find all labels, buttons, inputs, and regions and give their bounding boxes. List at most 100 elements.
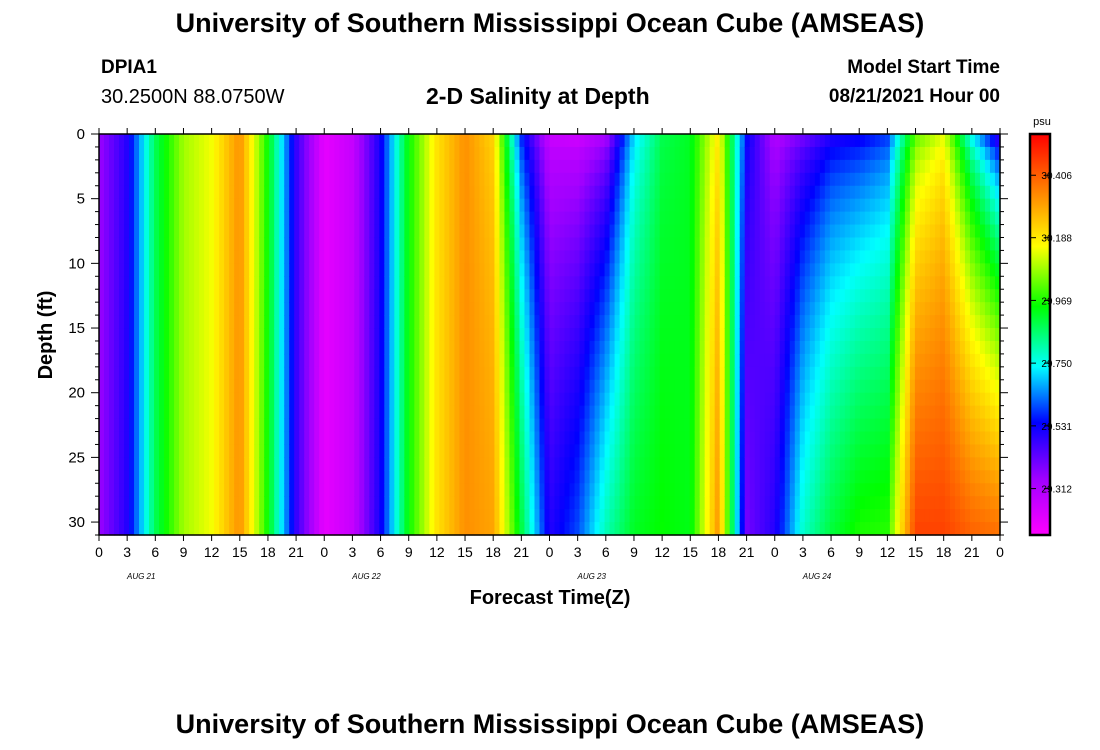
heatmap-cell <box>724 159 731 174</box>
heatmap-cell <box>189 237 195 252</box>
heatmap-cell <box>214 353 220 368</box>
heatmap-cell <box>334 522 340 536</box>
heatmap-cell <box>669 159 676 174</box>
heatmap-cell <box>404 172 410 187</box>
heatmap-cell <box>499 522 506 536</box>
heatmap-cell <box>684 431 691 446</box>
heatmap-cell <box>394 379 400 394</box>
heatmap-cell <box>824 418 831 433</box>
heatmap-cell <box>419 444 425 458</box>
heatmap-cell <box>579 431 586 446</box>
heatmap-cell <box>304 379 310 394</box>
heatmap-cell <box>519 431 526 446</box>
heatmap-cell <box>624 366 631 381</box>
heatmap-cell <box>164 366 170 381</box>
heatmap-cell <box>204 405 210 420</box>
heatmap-cell <box>319 172 325 187</box>
heatmap-cell <box>514 340 521 355</box>
heatmap-cell <box>869 457 876 471</box>
heatmap-cell <box>284 159 290 174</box>
heatmap-cell <box>774 289 781 303</box>
heatmap-cell <box>204 198 210 213</box>
heatmap-cell <box>174 328 180 342</box>
heatmap-cell <box>284 211 290 226</box>
heatmap-cell <box>419 315 425 329</box>
heatmap-cell <box>734 392 741 407</box>
heatmap-cell <box>684 159 691 174</box>
heatmap-cell <box>444 211 450 226</box>
heatmap-cell <box>479 509 486 523</box>
heatmap-cell <box>609 509 616 523</box>
heatmap-cell <box>279 418 285 433</box>
heatmap-cell <box>369 302 375 316</box>
heatmap-cell <box>554 237 561 252</box>
heatmap-cell <box>429 159 435 174</box>
heatmap-cell <box>129 444 135 458</box>
heatmap-cell <box>694 379 701 394</box>
heatmap-cell <box>514 237 521 252</box>
heatmap-cell <box>109 146 115 161</box>
heatmap-cell <box>149 353 155 368</box>
heatmap-cell <box>724 224 731 239</box>
heatmap-cell <box>699 379 706 394</box>
heatmap-cell <box>104 198 110 213</box>
heatmap-cell <box>859 159 866 174</box>
heatmap-cell <box>599 134 606 148</box>
heatmap-cell <box>514 483 521 497</box>
heatmap-cell <box>574 315 581 329</box>
heatmap-cell <box>869 302 876 316</box>
heatmap-cell <box>859 470 866 484</box>
heatmap-cell <box>764 340 771 355</box>
heatmap-cell <box>624 134 631 148</box>
heatmap-cell <box>889 276 896 290</box>
heatmap-cell <box>654 405 661 420</box>
heatmap-cell <box>649 159 656 174</box>
heatmap-cell <box>799 405 806 420</box>
heatmap-cell <box>629 159 636 174</box>
heatmap-cell <box>184 496 190 510</box>
heatmap-cell <box>374 328 380 342</box>
heatmap-cell <box>574 431 581 446</box>
heatmap-cell <box>339 328 345 342</box>
heatmap-cell <box>289 198 295 213</box>
heatmap-cell <box>259 509 265 523</box>
heatmap-cell <box>754 457 761 471</box>
heatmap-cell <box>884 366 891 381</box>
heatmap-cell <box>634 366 641 381</box>
heatmap-cell <box>574 185 581 200</box>
heatmap-cell <box>244 431 250 446</box>
heatmap-cell <box>224 522 230 536</box>
heatmap-cell <box>344 185 350 200</box>
heatmap-cell <box>439 483 445 497</box>
heatmap-cell <box>244 405 250 420</box>
heatmap-cell <box>789 496 796 510</box>
heatmap-cell <box>879 224 886 239</box>
heatmap-cell <box>624 315 631 329</box>
heatmap-cell <box>719 379 726 394</box>
heatmap-cell <box>694 224 701 239</box>
heatmap-cell <box>739 263 746 277</box>
heatmap-cell <box>159 146 165 161</box>
heatmap-cell <box>279 159 285 174</box>
heatmap-cell <box>514 159 521 174</box>
heatmap-cell <box>564 185 571 200</box>
heatmap-cell <box>579 237 586 252</box>
heatmap-cell <box>624 457 631 471</box>
heatmap-cell <box>854 172 861 187</box>
heatmap-cell <box>739 340 746 355</box>
heatmap-cell <box>694 134 701 148</box>
heatmap-cell <box>574 340 581 355</box>
heatmap-cell <box>829 263 836 277</box>
heatmap-cell <box>729 470 736 484</box>
heatmap-cell <box>754 405 761 420</box>
heatmap-cell <box>359 379 365 394</box>
heatmap-cell <box>569 470 576 484</box>
heatmap-cell <box>734 470 741 484</box>
heatmap-cell <box>539 509 546 523</box>
heatmap-cell <box>769 198 776 213</box>
heatmap-cell <box>294 379 300 394</box>
heatmap-cell <box>184 146 190 161</box>
heatmap-cell <box>194 134 200 148</box>
heatmap-cell <box>184 470 190 484</box>
heatmap-cell <box>219 185 225 200</box>
